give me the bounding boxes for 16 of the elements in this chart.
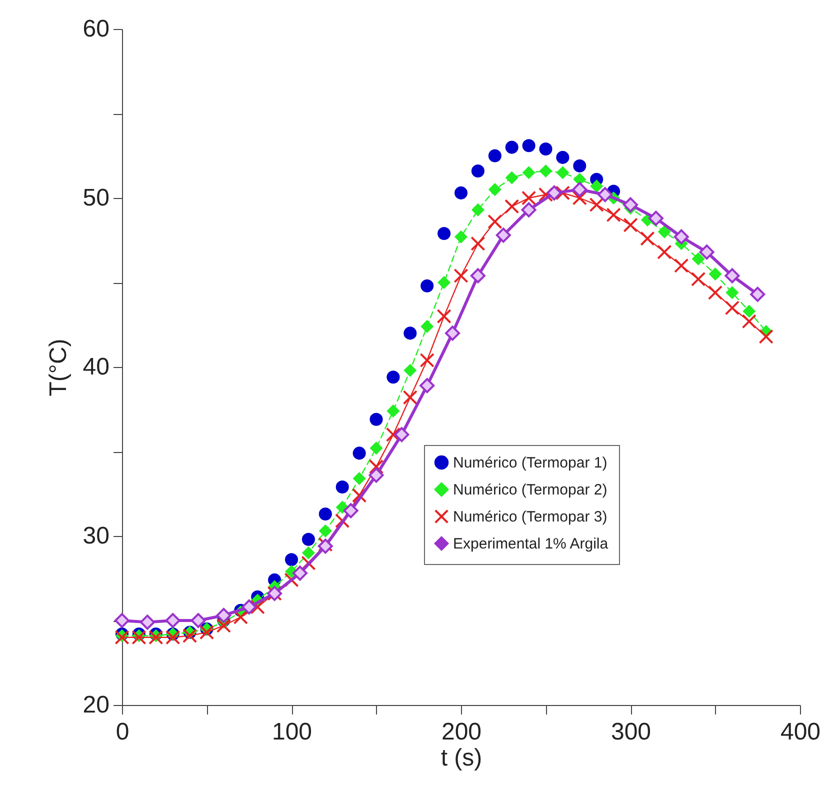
legend-label: Experimental 1% Argila: [453, 536, 609, 552]
y-tick-label: 20: [82, 692, 110, 718]
x-tick-label: 0: [116, 718, 130, 746]
x-tick-label: 300: [610, 718, 652, 746]
x-tick-label: 400: [780, 718, 821, 746]
legend-label: Numérico (Termopar 3): [453, 508, 608, 526]
y-tick-label: 40: [82, 354, 110, 380]
x-axis-title: t (s): [440, 744, 482, 772]
y-axis-title: T(°C): [44, 338, 72, 396]
y-tick-label: 50: [82, 184, 110, 212]
legend-label: Numérico (Termopar 2): [453, 482, 608, 498]
y-tick-label: 30: [82, 522, 110, 550]
y-tick-label: 60: [82, 16, 110, 42]
legend-label: Numérico (Termopar 1): [453, 454, 608, 472]
x-tick-label: 200: [441, 718, 482, 746]
x-tick-label: 100: [272, 718, 312, 746]
